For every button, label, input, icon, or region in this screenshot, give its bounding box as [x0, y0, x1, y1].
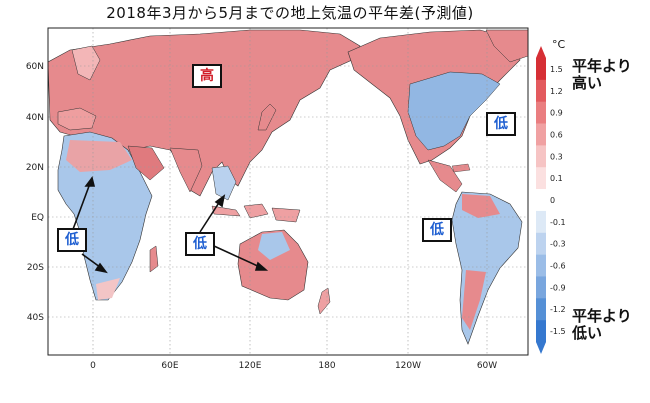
- y-tick-label: 40N: [26, 113, 44, 123]
- colorbar-tick-label: -1.5: [550, 327, 566, 336]
- colorbar-tick-label: 1.5: [550, 65, 563, 74]
- colorbar-tick-label: 0.1: [550, 174, 563, 183]
- colorbar-swatch: [536, 145, 546, 167]
- high-region-tag: 高: [192, 64, 222, 88]
- colorbar-swatch: [536, 211, 546, 233]
- low-region-tag-africa: 低: [57, 228, 87, 252]
- x-axis-labels: 0 60E 120E 180 120W 60W: [90, 361, 497, 371]
- y-tick-label: 20N: [26, 163, 44, 173]
- colorbar-tick-label: -0.3: [550, 240, 566, 249]
- colorbar-swatch: [536, 276, 546, 298]
- colorbar-swatch: [536, 233, 546, 255]
- colorbar-tick-label: -1.2: [550, 305, 566, 314]
- x-tick-label: 120W: [395, 361, 421, 371]
- colorbar-swatch: [536, 189, 546, 211]
- x-tick-label: 120E: [239, 361, 262, 371]
- colorbar-tick-label: 0.3: [550, 152, 563, 161]
- colorbar-high-label: 平年より高い: [572, 58, 642, 92]
- y-axis-labels: 60N 40N 20N EQ 20S 40S: [26, 62, 44, 323]
- colorbar-swatch: [536, 80, 546, 102]
- colorbar-tick-label: -0.9: [550, 283, 566, 292]
- y-tick-label: 40S: [27, 313, 44, 323]
- low-region-tag-atlantic: 低: [486, 112, 516, 136]
- colorbar-tick-label: -0.6: [550, 262, 566, 271]
- y-tick-label: 60N: [26, 62, 44, 72]
- x-tick-label: 60E: [161, 361, 178, 371]
- colorbar-tick-label: 0: [550, 196, 555, 205]
- colorbar-tick-label: -0.1: [550, 218, 566, 227]
- colorbar-tick-label: 1.2: [550, 87, 563, 96]
- colorbar-swatch: [536, 102, 546, 124]
- colorbar-top-arrow: [536, 46, 546, 58]
- x-tick-label: 60W: [477, 361, 497, 371]
- colorbar-bottom-arrow: [536, 342, 546, 354]
- colorbar-swatch: [536, 298, 546, 320]
- colorbar: 1.5 1.2 0.9 0.6 0.3 0.1 0 -0.1 -0.3 -0.6 -0.9 -1.2 -…: [536, 46, 566, 354]
- colorbar-swatch: [536, 58, 546, 80]
- colorbar-unit: °C: [552, 38, 565, 51]
- colorbar-swatch: [536, 167, 546, 189]
- y-tick-label: EQ: [31, 213, 44, 223]
- low-region-tag-australia: 低: [185, 232, 215, 256]
- colorbar-swatch: [536, 320, 546, 342]
- colorbar-tick-label: 0.6: [550, 130, 563, 139]
- y-tick-label: 20S: [27, 263, 44, 273]
- x-tick-label: 0: [90, 361, 96, 371]
- colorbar-tick-label: 0.9: [550, 109, 563, 118]
- colorbar-swatch: [536, 124, 546, 146]
- low-region-tag-pacific: 低: [422, 218, 452, 242]
- x-tick-label: 180: [318, 361, 335, 371]
- colorbar-swatch: [536, 255, 546, 277]
- colorbar-low-label: 平年より低い: [572, 308, 646, 342]
